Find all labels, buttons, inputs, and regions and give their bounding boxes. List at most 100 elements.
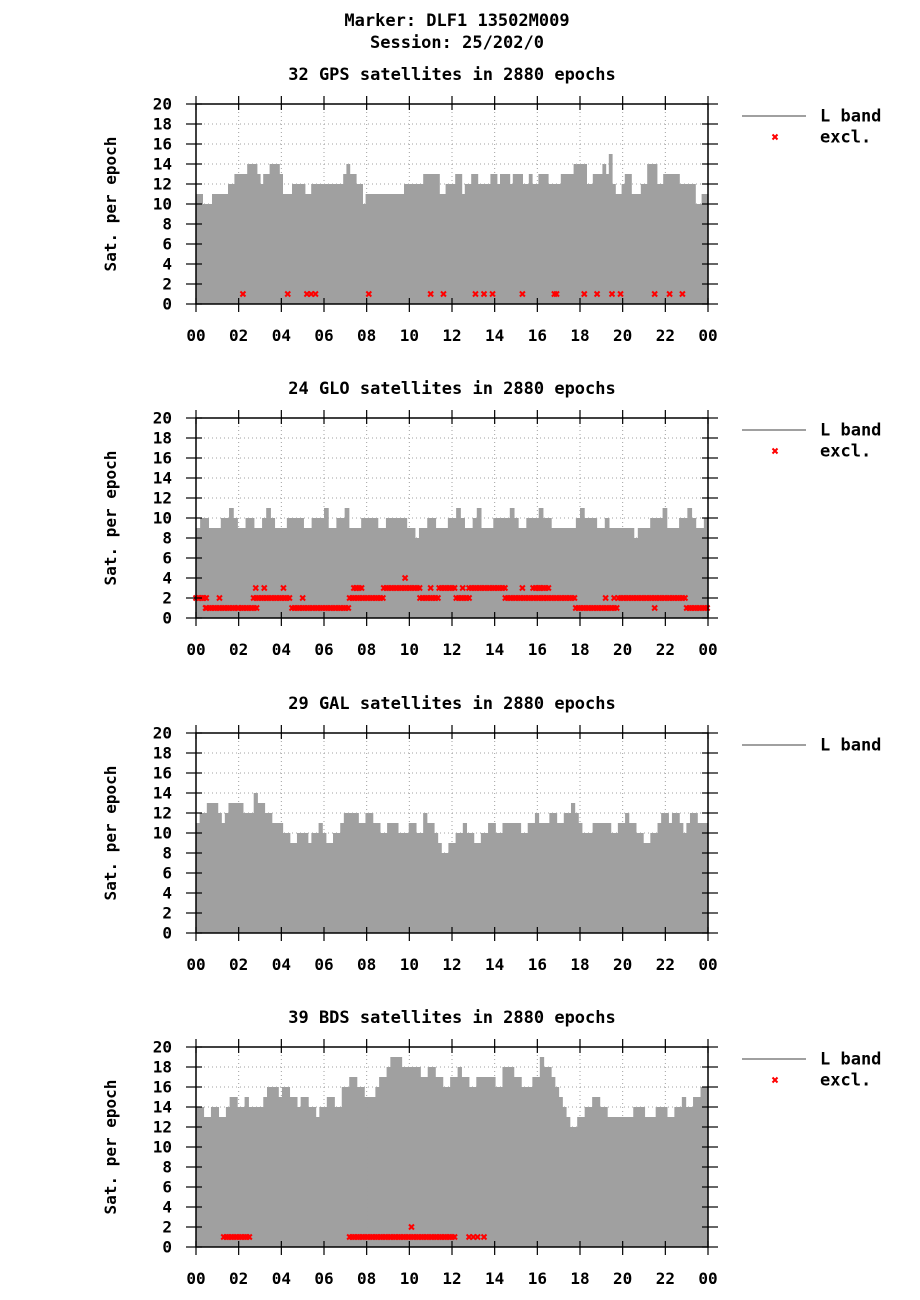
- x-tick-label: 14: [485, 1269, 504, 1288]
- y-axis-label: Sat. per epoch: [101, 1080, 120, 1215]
- bar: [610, 833, 615, 933]
- excl-marker: [480, 1233, 488, 1241]
- bar: [549, 813, 554, 933]
- y-tick-label: 8: [162, 1158, 172, 1177]
- excl-marker: [519, 290, 526, 298]
- excl-marker: [286, 594, 293, 602]
- excl-marker: [553, 290, 560, 298]
- bar: [431, 518, 437, 618]
- bar: [360, 1087, 365, 1247]
- bar: [404, 184, 408, 304]
- bar: [210, 1107, 216, 1247]
- bar: [450, 1077, 455, 1247]
- bar: [397, 194, 402, 304]
- excl-marker: [602, 594, 609, 602]
- bar: [513, 823, 518, 933]
- bar: [704, 194, 709, 304]
- bar: [525, 184, 530, 304]
- excl-marker: [489, 290, 496, 298]
- bar: [358, 823, 363, 933]
- bar: [693, 1097, 698, 1247]
- legend-marker-swatch: [771, 133, 779, 141]
- bar: [218, 194, 223, 304]
- y-tick-label: 12: [153, 804, 172, 823]
- bar: [472, 518, 478, 618]
- bar: [368, 194, 373, 304]
- y-tick-label: 16: [153, 764, 172, 783]
- bar: [221, 823, 226, 933]
- bar: [691, 518, 697, 618]
- bar: [701, 194, 706, 304]
- bar: [346, 164, 351, 304]
- bar: [699, 528, 705, 618]
- bar: [362, 204, 367, 304]
- bar: [426, 823, 431, 933]
- bar: [285, 1087, 291, 1247]
- bar: [276, 164, 280, 304]
- bar: [519, 174, 523, 304]
- bar: [473, 843, 478, 933]
- bar: [420, 184, 424, 304]
- bar: [599, 823, 605, 933]
- bar: [522, 528, 527, 618]
- bar: [465, 1077, 470, 1247]
- bar: [300, 833, 305, 933]
- bar: [695, 204, 699, 304]
- bar: [416, 184, 421, 304]
- bar: [311, 184, 315, 304]
- bar: [452, 843, 457, 933]
- y-tick-label: 2: [162, 904, 172, 923]
- bar: [617, 528, 622, 618]
- bar: [414, 538, 420, 618]
- bar: [264, 813, 269, 933]
- excl-marker: [239, 290, 247, 298]
- bar: [295, 518, 300, 618]
- bar: [509, 184, 514, 304]
- excl-marker: [581, 290, 588, 298]
- bar: [390, 823, 395, 933]
- excl-marker: [284, 290, 291, 298]
- bar: [439, 528, 445, 618]
- y-tick-label: 8: [162, 844, 172, 863]
- bar: [476, 1077, 481, 1247]
- bar: [532, 184, 536, 304]
- bar: [659, 1107, 664, 1247]
- bar: [269, 164, 274, 304]
- bar: [378, 194, 383, 304]
- bar: [343, 174, 347, 304]
- bar: [336, 833, 341, 933]
- bar: [252, 1107, 257, 1247]
- bar: [618, 1117, 623, 1247]
- x-tick-label: 16: [528, 326, 547, 345]
- bar: [268, 813, 273, 933]
- bar: [521, 1087, 526, 1247]
- x-tick-label: 00: [698, 640, 717, 659]
- bar: [439, 194, 443, 304]
- bar: [472, 1087, 477, 1247]
- y-tick-label: 0: [162, 1238, 172, 1257]
- bar: [625, 528, 631, 618]
- bar: [548, 184, 552, 304]
- bar: [435, 1077, 440, 1247]
- bar: [534, 518, 540, 618]
- bar: [477, 843, 482, 933]
- bar: [682, 833, 687, 933]
- bar: [501, 518, 507, 618]
- x-tick-label: 16: [528, 955, 547, 974]
- bar: [352, 174, 357, 304]
- x-tick-label: 16: [528, 1269, 547, 1288]
- bar: [683, 518, 688, 618]
- bar: [324, 508, 329, 618]
- bar: [365, 518, 371, 618]
- bar: [205, 204, 210, 304]
- bar: [228, 803, 233, 933]
- y-tick-label: 6: [162, 235, 172, 254]
- bar: [338, 1107, 343, 1247]
- bar: [237, 174, 242, 304]
- bar: [664, 813, 669, 933]
- bar: [646, 843, 651, 933]
- x-tick-label: 20: [613, 326, 632, 345]
- bar: [423, 813, 428, 933]
- bar: [555, 528, 560, 618]
- bar: [282, 833, 287, 933]
